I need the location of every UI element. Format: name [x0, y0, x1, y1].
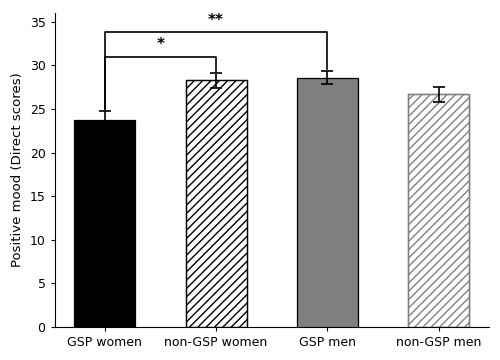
Bar: [74, 120, 136, 327]
Bar: [186, 80, 246, 327]
Y-axis label: Positive mood (Direct scores): Positive mood (Direct scores): [11, 73, 24, 267]
Bar: [408, 94, 469, 327]
Bar: [408, 94, 469, 327]
Bar: [186, 80, 246, 327]
Bar: [297, 77, 358, 327]
Text: *: *: [156, 37, 164, 52]
Text: **: **: [208, 13, 224, 28]
